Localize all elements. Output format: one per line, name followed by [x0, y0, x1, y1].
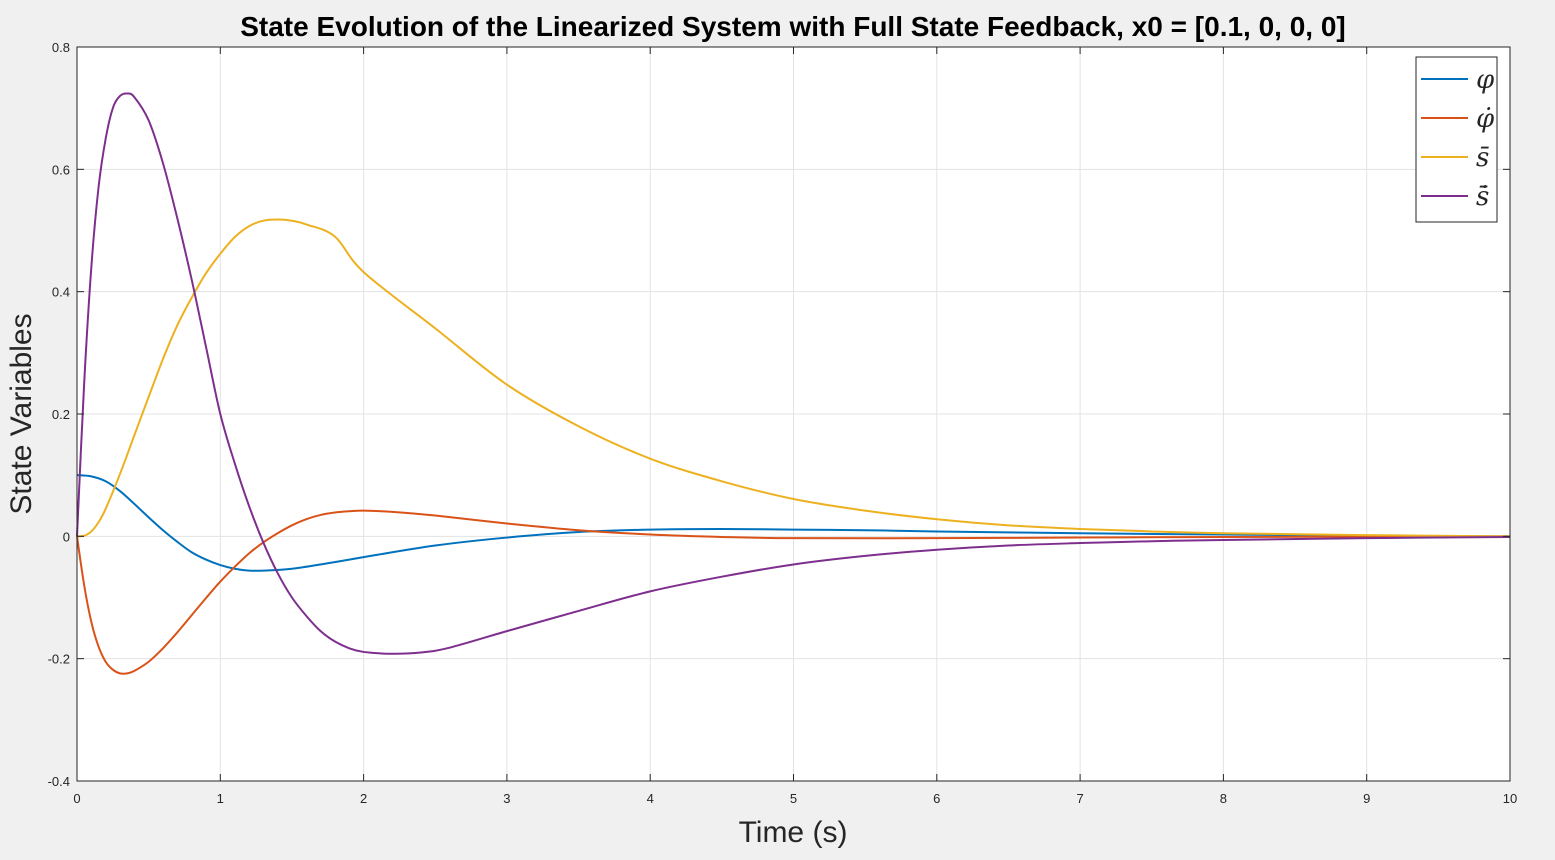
- legend-entry-s-bar: s̄: [1476, 143, 1490, 173]
- x-tick-label: 9: [1363, 791, 1370, 806]
- y-tick-label: 0.6: [52, 162, 70, 177]
- x-tick-label: 1: [217, 791, 224, 806]
- x-tick-label: 7: [1076, 791, 1083, 806]
- series-line-phi: [76, 474, 1511, 572]
- legend-entry-s-bar-dot: ṡ̄: [1476, 182, 1489, 212]
- y-tick-label: 0.8: [52, 40, 70, 55]
- y-tick-label: 0: [63, 529, 70, 544]
- y-tick-label: -0.4: [48, 774, 70, 789]
- x-tick-label: 8: [1220, 791, 1227, 806]
- series-lines: [76, 92, 1511, 675]
- legend: φ φ̇ s̄ ṡ̄: [1415, 56, 1498, 223]
- y-tick-label: -0.2: [48, 652, 70, 667]
- x-tick-label: 2: [360, 791, 367, 806]
- y-tick-label: 0.2: [52, 407, 70, 422]
- legend-box: [1415, 56, 1498, 223]
- chart-title: State Evolution of the Linearized System…: [240, 11, 1346, 42]
- x-tick-label: 6: [933, 791, 940, 806]
- y-ticks: -0.4 -0.2 0 0.2 0.4 0.6 0.8: [48, 40, 1510, 789]
- series-line-s-bar: [76, 218, 1511, 538]
- y-axis-label: State Variables: [5, 313, 38, 514]
- y-tick-label: 0.4: [52, 285, 70, 300]
- series-line-phi-dot: [76, 509, 1511, 675]
- x-ticks: 0 1 2 3 4 5 6 7 8 9 10: [73, 47, 1517, 806]
- x-axis-label: Time (s): [739, 816, 848, 849]
- x-tick-label: 3: [503, 791, 510, 806]
- x-tick-label: 5: [790, 791, 797, 806]
- x-tick-label: 4: [647, 791, 654, 806]
- series-line-s-bar-dot: [76, 92, 1511, 655]
- x-tick-label: 10: [1503, 791, 1517, 806]
- legend-entry-phi-dot: φ̇: [1476, 104, 1495, 134]
- x-tick-label: 0: [73, 791, 80, 806]
- legend-entry-phi: φ: [1476, 65, 1495, 95]
